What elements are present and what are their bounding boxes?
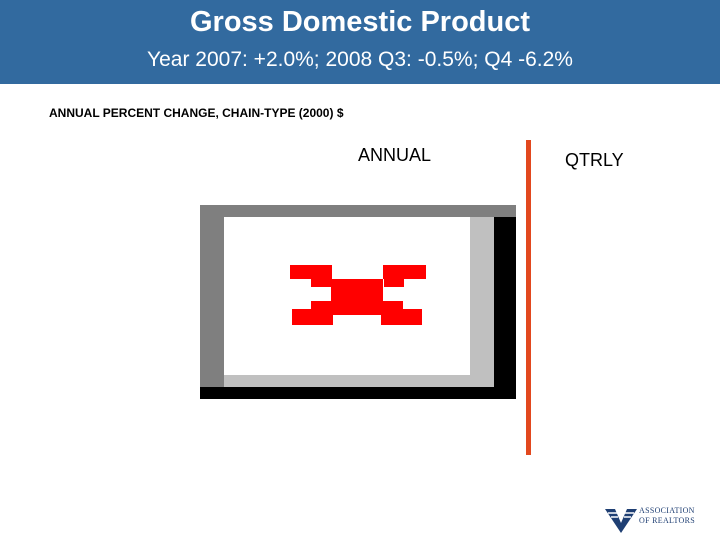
chart-frame-shadow-right	[494, 217, 516, 399]
realtors-logo: ASSOCIATION OF REALTORS	[605, 505, 715, 535]
glyph-center	[331, 279, 383, 315]
glyph-left-mid	[311, 301, 333, 310]
chart-bar-glyph	[290, 265, 426, 325]
realtors-flag-icon	[605, 509, 637, 533]
glyph-right-arm	[384, 275, 404, 287]
qtrly-panel-label: QTRLY	[565, 150, 624, 170]
annual-panel-label: ANNUAL	[358, 145, 432, 165]
glyph-bottom-right	[381, 309, 422, 325]
logo-line-1: ASSOCIATION	[639, 506, 695, 515]
page-title: Gross Domestic Product	[189, 6, 531, 38]
glyph-bottom-left	[292, 309, 333, 325]
glyph-left-arm	[311, 275, 331, 287]
chart-frame-shadow-bottom	[200, 387, 516, 399]
glyph-right-mid	[381, 301, 403, 310]
chart-section-label: ANNUAL PERCENT CHANGE, CHAIN-TYPE (2000)…	[49, 106, 344, 120]
annual-chart-placeholder	[200, 205, 516, 399]
logo-line-2: OF REALTORS	[639, 516, 695, 525]
page-subtitle: Year 2007: +2.0%; 2008 Q3: -0.5%; Q4 -6.…	[147, 48, 573, 71]
realtors-logo-text: ASSOCIATION OF REALTORS	[639, 506, 695, 526]
header-banner: Gross Domestic Product Year 2007: +2.0%;…	[0, 0, 720, 84]
panel-divider	[526, 140, 531, 455]
